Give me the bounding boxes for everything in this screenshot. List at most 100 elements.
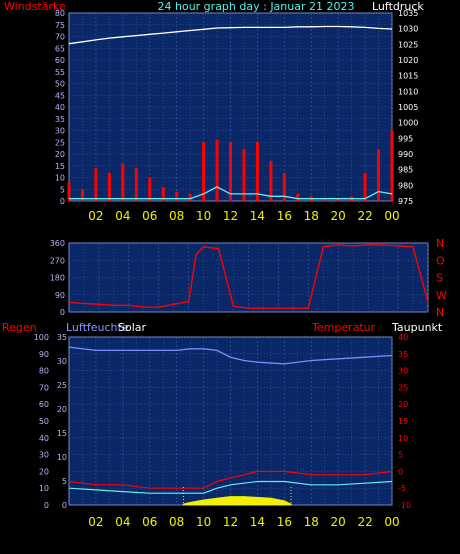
rain-tick-label: 60	[39, 400, 49, 409]
pressure-tick-label: 990	[398, 150, 413, 159]
wind-tick-label: 0	[60, 197, 65, 206]
pressure-tick-label: 1005	[398, 103, 418, 112]
temperature-tick-label: 40	[398, 333, 408, 342]
x-tick-label: 04	[115, 209, 130, 223]
x-tick-label: 10	[196, 209, 211, 223]
direction-tick-label: 90	[55, 291, 65, 300]
wind-tick-label: 45	[55, 91, 65, 100]
x-tick-label: 20	[331, 209, 346, 223]
temperature-tick-label: 35	[398, 350, 408, 359]
wind-tick-label: 80	[55, 9, 65, 18]
x-tick-label: 12	[223, 515, 238, 529]
x-tick-label: 22	[357, 209, 372, 223]
humidity-tick-label: 25	[57, 381, 67, 390]
temperature-line	[68, 470, 393, 489]
compass-tick-label: N	[436, 306, 444, 319]
compass-tick-label: W	[436, 289, 447, 302]
x-tick-label: 10	[196, 515, 211, 529]
wind-tick-label: 75	[55, 21, 65, 30]
temperature-tick-label: 15	[398, 417, 408, 426]
compass-tick-label: N	[436, 237, 444, 250]
pressure-axis-label: Luftdruck	[372, 0, 424, 13]
humidity-tick-label: 0	[62, 501, 67, 510]
wind-tick-label: 20	[55, 150, 65, 159]
pressure-line	[68, 25, 393, 45]
x-tick-label: 12	[223, 209, 238, 223]
humidity-tick-label: 5	[62, 477, 67, 486]
temperature-tick-label: -10	[398, 501, 411, 510]
rain-tick-label: 80	[39, 367, 49, 376]
humidity-line	[68, 346, 393, 365]
x-tick-label: 00	[384, 515, 399, 529]
compass-tick-label: S	[436, 272, 443, 285]
rain-tick-label: 50	[39, 417, 49, 426]
rain-tick-label: 90	[39, 350, 49, 359]
pressure-tick-label: 1035	[398, 9, 418, 18]
humidity-tick-label: 35	[57, 333, 67, 342]
x-tick-label: 04	[115, 515, 130, 529]
pressure-tick-label: 1030	[398, 25, 418, 34]
humidity-tick-label: 30	[57, 357, 67, 366]
wind-tick-label: 15	[55, 162, 65, 171]
temperature-tick-label: 5	[398, 451, 403, 460]
wind-axis-label: Windstärke	[4, 0, 66, 13]
x-tick-label: 20	[331, 515, 346, 529]
direction-tick-label: 270	[50, 256, 65, 265]
x-tick-label: 02	[88, 515, 103, 529]
x-tick-label: 00	[384, 209, 399, 223]
humidity-axis-label: Luftfeuchte	[66, 321, 129, 334]
pressure-tick-label: 985	[398, 166, 413, 175]
temperature-tick-label: -5	[398, 484, 406, 493]
temperature-tick-label: 30	[398, 367, 408, 376]
pressure-tick-label: 1010	[398, 87, 418, 96]
rain-tick-label: 70	[39, 383, 49, 392]
rain-tick-label: 20	[39, 467, 49, 476]
chart-title: 24 hour graph day : Januar 21 2023	[158, 0, 355, 13]
dewpoint-axis-label: Taupunkt	[391, 321, 443, 334]
temperature-tick-label: 20	[398, 400, 408, 409]
humidity-tick-label: 20	[57, 405, 67, 414]
pressure-tick-label: 1015	[398, 72, 418, 81]
pressure-tick-label: 980	[398, 181, 413, 190]
wind-tick-label: 40	[55, 103, 65, 112]
pressure-tick-label: 1025	[398, 40, 418, 49]
pressure-tick-label: 1020	[398, 56, 418, 65]
compass-tick-label: O	[436, 254, 445, 267]
temperature-tick-label: 25	[398, 383, 408, 392]
wind-tick-label: 70	[55, 33, 65, 42]
temperature-axis-label: Temperatur	[311, 321, 376, 334]
x-tick-label: 18	[304, 515, 319, 529]
x-tick-label: 06	[142, 515, 157, 529]
direction-tick-label: 180	[50, 274, 65, 283]
x-tick-label: 16	[277, 515, 292, 529]
pressure-tick-label: 995	[398, 134, 413, 143]
wind-tick-label: 50	[55, 80, 65, 89]
rain-tick-label: 30	[39, 451, 49, 460]
pressure-tick-label: 975	[398, 197, 413, 206]
mean-wind-line	[69, 186, 393, 200]
wind-direction-line	[68, 244, 429, 309]
direction-tick-label: 360	[50, 239, 65, 248]
wind-tick-label: 30	[55, 127, 65, 136]
direction-tick-label: 0	[60, 308, 65, 317]
x-tick-label: 18	[304, 209, 319, 223]
temperature-tick-label: 0	[398, 467, 403, 476]
humidity-tick-label: 10	[57, 453, 67, 462]
rain-tick-label: 40	[39, 434, 49, 443]
rain-tick-label: 0	[44, 501, 49, 510]
x-tick-label: 08	[169, 209, 184, 223]
x-tick-label: 06	[142, 209, 157, 223]
wind-tick-label: 25	[55, 138, 65, 147]
x-tick-label: 08	[169, 515, 184, 529]
rain-tick-label: 10	[39, 484, 49, 493]
pressure-tick-label: 1000	[398, 119, 418, 128]
dewpoint-line	[68, 480, 393, 494]
x-tick-label: 14	[250, 209, 265, 223]
wind-direction-plot-area	[68, 242, 429, 313]
humidity-tick-label: 15	[57, 429, 67, 438]
temperature-tick-label: 10	[398, 434, 408, 443]
wind-tick-label: 55	[55, 68, 65, 77]
x-tick-label: 22	[357, 515, 372, 529]
